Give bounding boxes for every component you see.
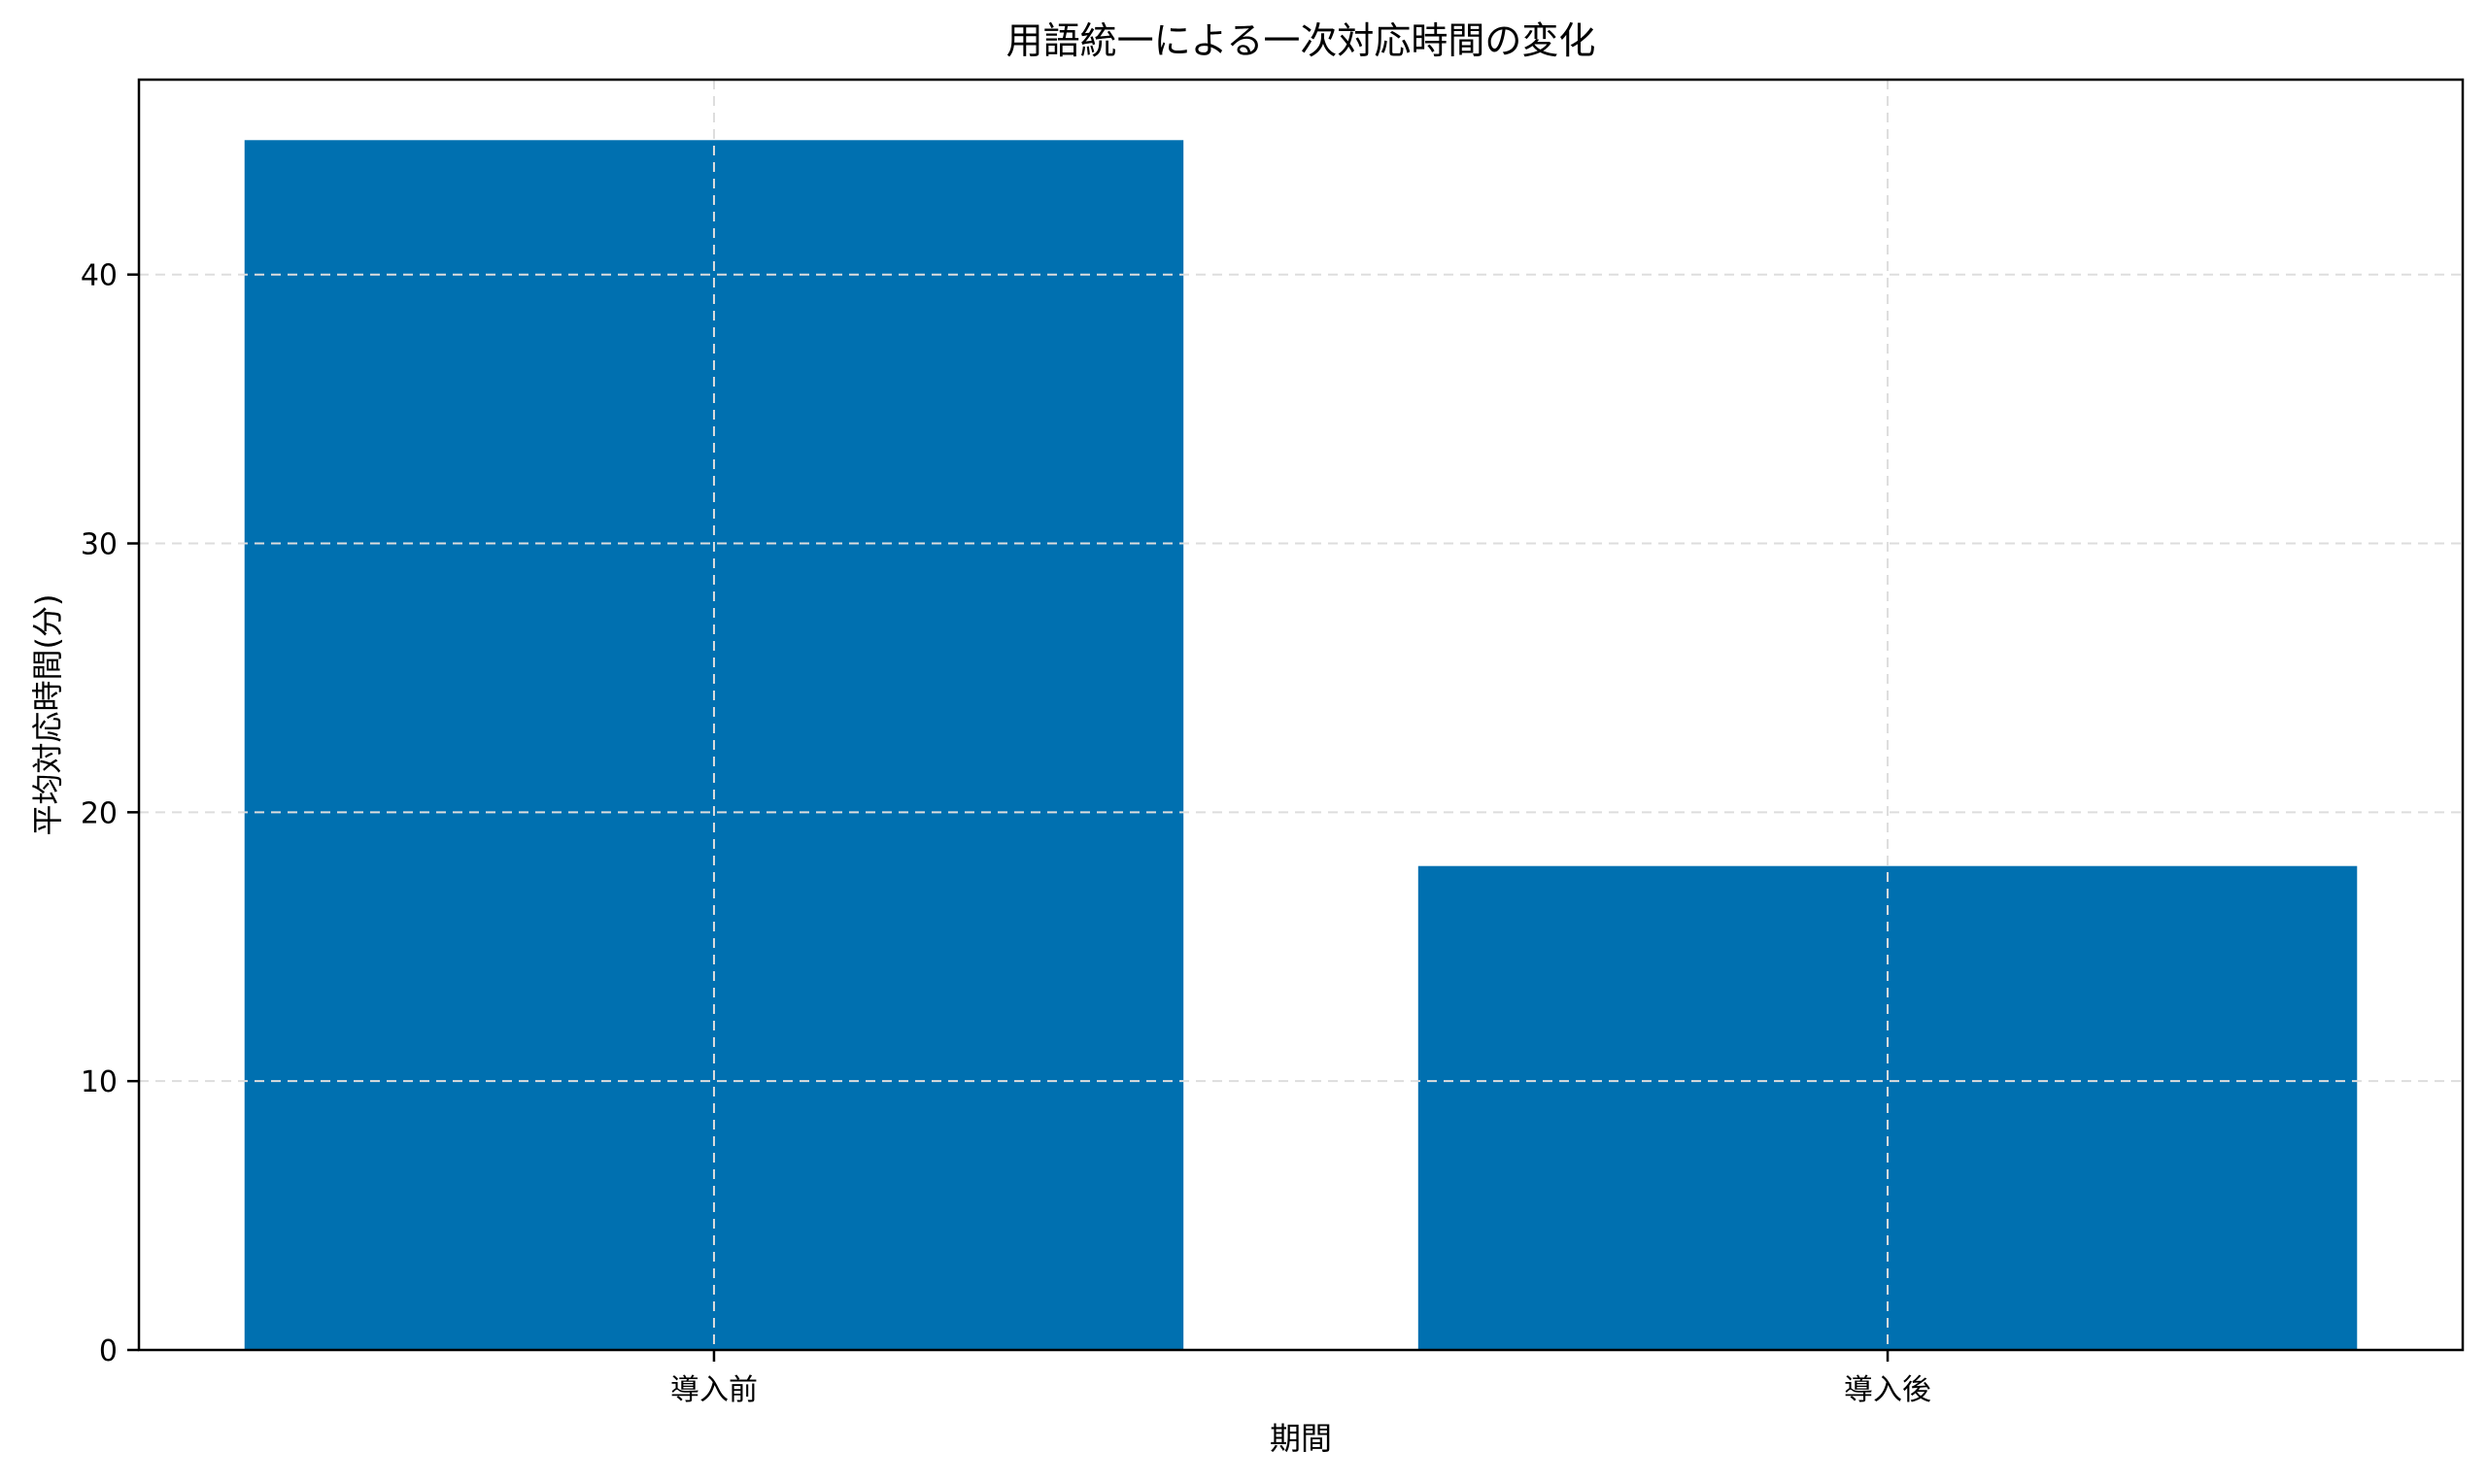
bars	[244, 140, 2358, 1350]
y-tick-label: 30	[81, 528, 118, 562]
axis-ticks: 0 10 20 30 40 導入前 導入後	[81, 259, 1931, 1407]
x-tick-label: 導入後	[1844, 1373, 1931, 1407]
y-axis-label: 平均対応時間(分)	[29, 594, 66, 836]
grid-lines	[139, 80, 2463, 1350]
y-tick-label: 10	[81, 1065, 118, 1099]
y-tick-label: 0	[99, 1334, 118, 1368]
x-axis-label: 期間	[1270, 1420, 1332, 1457]
y-tick-label: 20	[81, 796, 118, 830]
y-tick-label: 40	[81, 259, 118, 293]
chart-title: 用語統一による一次対応時間の変化	[1006, 19, 1596, 62]
x-tick-label: 導入前	[670, 1373, 758, 1407]
plot-frame	[137, 78, 2465, 1352]
